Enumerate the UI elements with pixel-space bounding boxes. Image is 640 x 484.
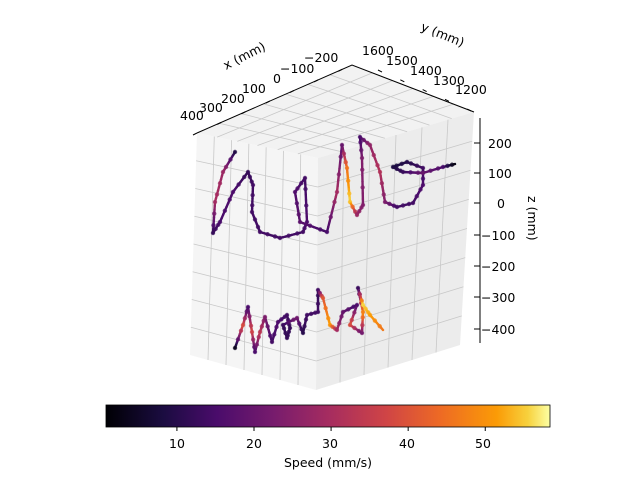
trajectory-point [421, 171, 425, 175]
trajectory-point [339, 155, 343, 159]
trajectory-point [378, 170, 382, 174]
trajectory-point [303, 187, 307, 191]
trajectory-point [382, 192, 386, 196]
trajectory-point [360, 168, 364, 172]
colorbar [106, 405, 550, 427]
colorbar-ticks [177, 427, 485, 431]
trajectory-segment [381, 328, 383, 330]
trajectory-point [218, 220, 222, 224]
x-tick [193, 133, 197, 135]
colorbar-tick-label: 40 [399, 436, 415, 451]
trajectory-point [323, 306, 327, 310]
x-axis-label: x (mm) [221, 39, 268, 73]
x-tick-label: 300 [199, 100, 223, 115]
trajectory-point [298, 220, 302, 224]
trajectory-point [239, 329, 243, 333]
x-tick-label: −200 [304, 50, 338, 65]
y-tick [423, 90, 427, 92]
trajectory-point [265, 232, 269, 236]
trajectory-point [372, 153, 376, 157]
trajectory-point [326, 316, 330, 320]
colorbar-tick-label: 30 [322, 436, 338, 451]
trajectory-point [251, 183, 255, 187]
y-axis-label: y (mm) [419, 19, 467, 50]
trajectory-point [212, 211, 216, 215]
trajectory-point [297, 212, 301, 216]
trajectory-point [221, 170, 225, 174]
trajectory-point [228, 197, 232, 201]
trajectory-point [268, 334, 272, 338]
trajectory-point [340, 143, 344, 147]
trajectory-point [265, 324, 269, 328]
trajectory-point [344, 160, 348, 164]
trajectory-point [223, 209, 227, 213]
trajectory-point [318, 227, 322, 231]
z-tick-label: 0 [497, 196, 505, 211]
trajectory-point [250, 193, 254, 197]
trajectory-point [247, 314, 251, 318]
colorbar-tick-label: 20 [246, 436, 262, 451]
z-tick-label: −300 [481, 290, 515, 305]
trajectory-point [337, 172, 341, 176]
trajectory-point [316, 310, 320, 314]
trajectory-point [375, 163, 379, 167]
trajectory-point [218, 181, 222, 185]
z-axis-label: z (mm) [525, 196, 540, 241]
trajectory-point [270, 340, 274, 344]
axes-panes [190, 65, 474, 390]
trajectory-point [246, 305, 250, 309]
z-tick-label: −100 [481, 228, 515, 243]
trajectory-point [321, 296, 325, 300]
trajectory-point [258, 230, 262, 234]
trajectory-point [293, 190, 297, 194]
x-tick-label: 100 [242, 81, 266, 96]
trajectory-point [263, 315, 267, 319]
colorbar-label: Speed (mm/s) [284, 455, 372, 470]
z-tick-label: −200 [481, 259, 515, 274]
trajectory-point [236, 337, 240, 341]
trajectory-point [278, 236, 282, 240]
trajectory-point [361, 203, 365, 207]
trajectory-point [274, 325, 278, 329]
z-tick-label: 200 [488, 136, 512, 151]
trajectory-point [233, 346, 237, 350]
z-tick-label: −400 [481, 322, 515, 337]
y-tick [400, 80, 404, 82]
trajectory-point [368, 143, 372, 147]
colorbar-tick-label: 10 [169, 436, 185, 451]
trajectory-point [335, 190, 339, 194]
trajectory-point [325, 230, 329, 234]
trajectory-point [345, 166, 349, 170]
trajectory-point [308, 224, 312, 228]
trajectory-point [329, 215, 333, 219]
y-tick-label: 1200 [455, 82, 487, 97]
trajectory-point [286, 234, 290, 238]
trajectory-point [342, 151, 346, 155]
colorbar-tick-label: 50 [475, 436, 491, 451]
trajectory-point [360, 185, 364, 189]
trajectory-point [295, 231, 299, 235]
trajectory-point [436, 166, 440, 170]
trajectory-point [272, 332, 276, 336]
trajectory-point [332, 200, 336, 204]
trajectory-point [213, 200, 217, 204]
trajectory-point [250, 203, 254, 207]
trajectory-point [346, 179, 350, 183]
trajectory-point [273, 234, 277, 238]
trajectory-point [304, 203, 308, 207]
trajectory-point [347, 191, 351, 195]
trajectory-point [380, 181, 384, 185]
trajectory-point [316, 302, 320, 306]
y-tick [378, 70, 382, 72]
trajectory-point [215, 192, 219, 196]
z-tick-label: 100 [488, 166, 512, 181]
trajectory-point [249, 324, 253, 328]
trajectory-point [428, 169, 432, 173]
trajectory-point [295, 201, 299, 205]
